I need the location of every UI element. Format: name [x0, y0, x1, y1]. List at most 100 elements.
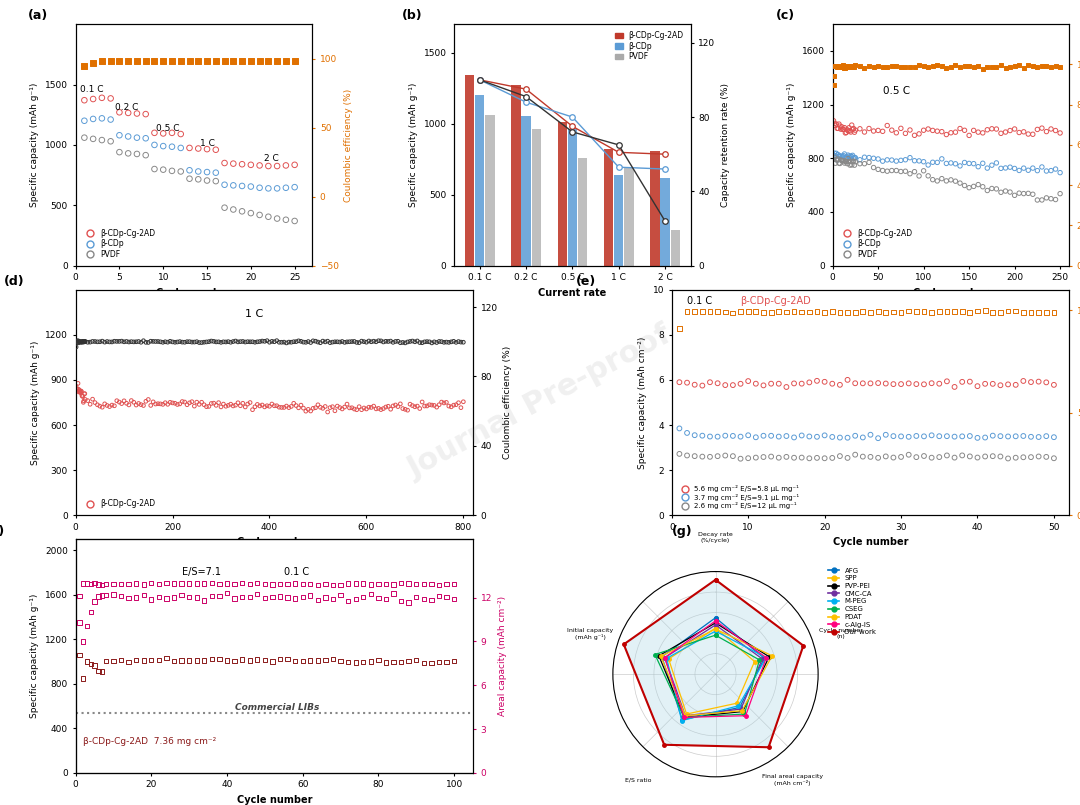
PVP-PEI: [708, 618, 721, 628]
Legend: β-CDp-Cg-2AD: β-CDp-Cg-2AD: [80, 496, 159, 511]
Text: β-CDp-Cg-2AD  7.36 mg cm⁻²: β-CDp-Cg-2AD 7.36 mg cm⁻²: [83, 737, 216, 746]
Point: [839, 149, 856, 162]
Point: [229, 396, 246, 409]
Point: [937, 61, 955, 74]
Point: [118, 335, 135, 348]
Point: [885, 378, 902, 390]
Point: [839, 125, 856, 138]
Text: 0.5 C: 0.5 C: [157, 124, 179, 133]
Point: [152, 398, 170, 411]
Point: [1030, 450, 1048, 463]
Point: [435, 336, 453, 349]
Point: [367, 402, 384, 415]
Point: [341, 336, 359, 349]
Point: [375, 402, 392, 415]
Point: [75, 390, 92, 402]
Point: [902, 167, 919, 180]
Point: [762, 378, 780, 390]
Point: [76, 335, 93, 348]
Point: [414, 395, 431, 408]
Point: [301, 578, 319, 591]
Point: [76, 394, 93, 407]
Point: [216, 156, 233, 169]
Point: [1007, 430, 1024, 443]
Point: [309, 336, 326, 349]
Point: [256, 592, 273, 605]
Point: [843, 118, 861, 131]
Point: [838, 155, 855, 168]
Point: [312, 401, 329, 414]
Point: [937, 175, 955, 188]
Point: [422, 577, 440, 590]
Bar: [650, 151, 660, 266]
Point: [888, 164, 905, 177]
Point: [242, 207, 259, 220]
Point: [861, 156, 878, 169]
Point: [846, 159, 863, 171]
Point: [678, 305, 696, 318]
Point: [98, 335, 116, 348]
Point: [146, 163, 163, 175]
Point: [445, 578, 462, 591]
Bar: [511, 85, 521, 266]
Point: [233, 54, 251, 67]
PVP-PEI: [737, 707, 750, 716]
Point: [233, 158, 251, 171]
Point: [402, 335, 419, 348]
Point: [954, 449, 971, 462]
Point: [838, 126, 855, 139]
Our work: [708, 575, 721, 584]
Point: [293, 335, 310, 348]
Point: [180, 577, 198, 590]
Point: [828, 60, 846, 73]
Point: [77, 335, 94, 348]
Point: [70, 383, 87, 396]
Point: [353, 403, 370, 416]
Point: [693, 379, 711, 392]
Point: [717, 378, 734, 391]
Point: [341, 402, 359, 415]
Point: [954, 305, 971, 318]
Y-axis label: Specific capacity (mAh g⁻¹): Specific capacity (mAh g⁻¹): [30, 341, 40, 464]
Point: [105, 577, 122, 590]
Point: [450, 335, 468, 348]
Point: [883, 60, 901, 72]
PDAT: [766, 651, 779, 661]
Point: [76, 387, 93, 400]
Bar: [671, 230, 680, 266]
Point: [717, 449, 734, 462]
Point: [1052, 126, 1069, 139]
Point: [113, 335, 131, 348]
Point: [207, 336, 225, 349]
Point: [227, 335, 244, 348]
Point: [862, 451, 879, 464]
Point: [112, 590, 130, 603]
Point: [1047, 163, 1064, 175]
Point: [423, 398, 441, 411]
Point: [79, 619, 96, 632]
Polygon shape: [624, 580, 804, 747]
Point: [233, 591, 251, 604]
Text: 0.1 C: 0.1 C: [687, 296, 712, 307]
Point: [75, 396, 92, 409]
Point: [334, 402, 351, 415]
Point: [842, 155, 860, 168]
Point: [407, 590, 424, 603]
Point: [382, 402, 400, 415]
Bar: [568, 130, 577, 266]
Point: [283, 336, 300, 349]
Point: [271, 590, 288, 603]
Point: [94, 401, 111, 414]
Point: [999, 452, 1016, 465]
Point: [130, 335, 147, 348]
Point: [198, 400, 215, 413]
Point: [842, 60, 860, 72]
Point: [72, 385, 90, 398]
Point: [363, 336, 380, 349]
Point: [86, 659, 104, 672]
Point: [1038, 430, 1055, 443]
Point: [163, 54, 180, 67]
Point: [869, 152, 887, 165]
Point: [824, 431, 841, 444]
Point: [96, 336, 113, 349]
